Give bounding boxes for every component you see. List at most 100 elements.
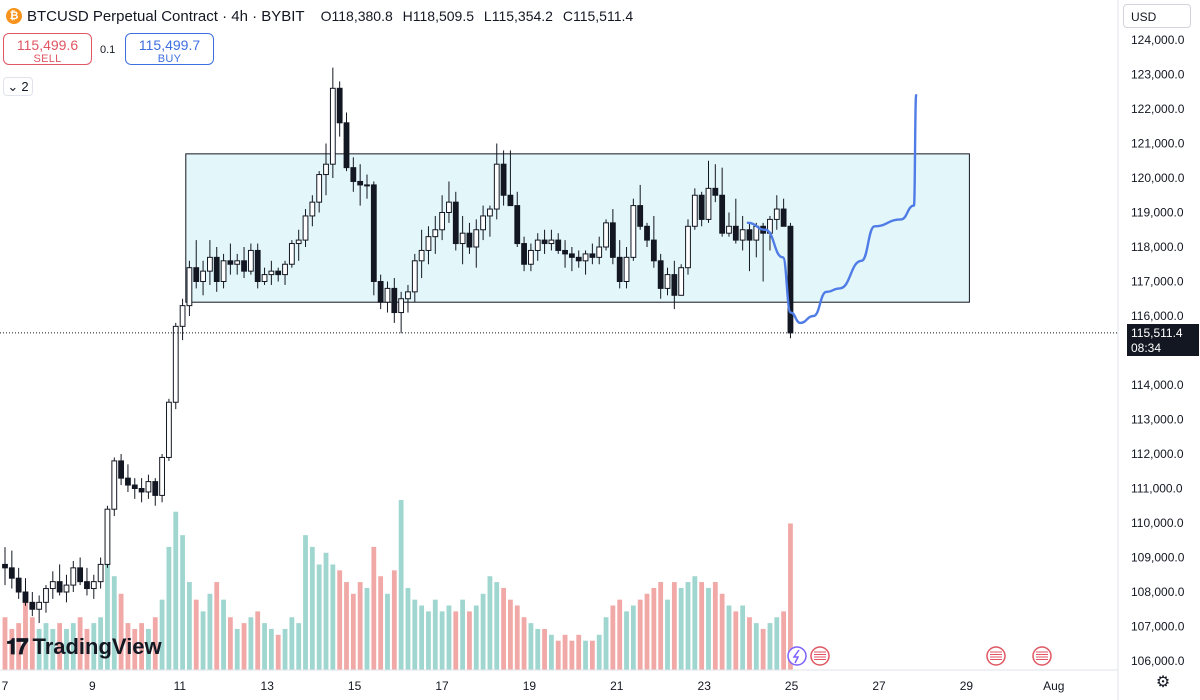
volume-bar bbox=[480, 593, 486, 670]
volume-bar bbox=[726, 605, 732, 670]
candle-body bbox=[596, 246, 603, 258]
volume-bar bbox=[569, 640, 575, 670]
candle-body bbox=[329, 87, 336, 165]
candle-body bbox=[562, 249, 568, 255]
volume-bar bbox=[788, 523, 793, 670]
volume-bar bbox=[753, 623, 759, 670]
candle-body bbox=[166, 401, 172, 458]
candle-body bbox=[644, 225, 650, 241]
volume-bar bbox=[624, 611, 629, 670]
volume-bar bbox=[740, 605, 746, 670]
volume-bar bbox=[50, 628, 56, 670]
volume-bar bbox=[446, 605, 452, 670]
volume-bar bbox=[439, 611, 445, 670]
candle-body bbox=[548, 239, 555, 245]
bitcoin-icon: ₿ bbox=[6, 8, 22, 24]
last-price-label: 115,511.4 bbox=[1127, 324, 1199, 341]
candle-body bbox=[637, 205, 644, 227]
candle-body bbox=[213, 256, 220, 283]
volume-bar bbox=[337, 570, 343, 670]
volume-bar bbox=[309, 546, 315, 670]
candle-body bbox=[370, 184, 377, 282]
volume-bar bbox=[555, 640, 561, 670]
candle-body bbox=[521, 243, 527, 265]
candle-body bbox=[125, 477, 131, 486]
indicators-count: 2 bbox=[21, 79, 29, 94]
indicators-toggle[interactable]: ⌄ 2 bbox=[3, 77, 33, 96]
low-label: L bbox=[483, 8, 492, 24]
candle-body bbox=[111, 460, 118, 510]
currency-selector[interactable]: USD bbox=[1123, 4, 1191, 28]
us-flag-event-icon bbox=[986, 646, 1006, 666]
candle-body bbox=[712, 187, 719, 196]
buy-button[interactable]: 115,499.7 BUY bbox=[125, 33, 214, 65]
sell-price: 115,499.6 bbox=[16, 37, 79, 53]
volume-bar bbox=[268, 628, 274, 670]
candle-body bbox=[732, 225, 739, 241]
x-tick-label: 19 bbox=[523, 679, 537, 693]
candle-body bbox=[405, 291, 411, 300]
candle-body bbox=[698, 194, 705, 220]
volume-bar bbox=[398, 500, 404, 670]
volume-bar bbox=[747, 617, 752, 670]
x-tick-label: 21 bbox=[610, 679, 624, 693]
high-value: 118,509.5 bbox=[412, 8, 475, 24]
candle-body bbox=[418, 249, 425, 262]
candle-body bbox=[384, 287, 391, 303]
candle-body bbox=[275, 270, 282, 276]
candle-body bbox=[657, 260, 664, 289]
tradingview-logo[interactable]: 𝟏𝟕 TradingView bbox=[6, 634, 162, 660]
volume-bar bbox=[282, 628, 288, 670]
candle-body bbox=[534, 239, 541, 251]
candle-body bbox=[241, 260, 247, 272]
candle-body bbox=[664, 274, 671, 289]
chevron-down-icon: ⌄ bbox=[7, 78, 19, 94]
x-tick-label: 15 bbox=[348, 679, 362, 693]
symbol-title[interactable]: BTCUSD Perpetual Contract · 4h · BYBIT bbox=[27, 7, 305, 25]
volume-bar bbox=[23, 599, 28, 670]
candle-body bbox=[323, 163, 329, 176]
volume-bar bbox=[781, 611, 787, 670]
sell-button[interactable]: 115,499.6 SELL bbox=[3, 33, 92, 65]
candle-body bbox=[773, 208, 780, 220]
volume-bar bbox=[651, 587, 657, 670]
volume-bar bbox=[146, 628, 151, 670]
candle-body bbox=[466, 232, 473, 248]
volume-bar bbox=[665, 599, 670, 670]
candle-body bbox=[452, 201, 459, 245]
candle-body bbox=[152, 481, 159, 496]
candle-body bbox=[179, 305, 186, 327]
y-tick-label: 124,000.0 bbox=[1131, 33, 1185, 47]
candle-body bbox=[555, 239, 562, 251]
volume-bar bbox=[535, 628, 541, 670]
us-flag-event-icon bbox=[810, 646, 830, 666]
volume-bar bbox=[371, 546, 377, 670]
volume-bar bbox=[357, 582, 363, 670]
gear-icon[interactable]: ⚙ bbox=[1155, 674, 1171, 691]
y-tick-label: 107,000.0 bbox=[1131, 620, 1185, 634]
candle-body bbox=[350, 167, 357, 182]
candle-body bbox=[425, 236, 432, 251]
volume-bar bbox=[508, 599, 513, 670]
volume-bar bbox=[255, 611, 261, 670]
candle-body bbox=[589, 253, 596, 258]
volume-bar bbox=[617, 599, 623, 670]
volume-bar bbox=[487, 576, 493, 670]
candle-body bbox=[29, 601, 36, 610]
volume-bar bbox=[227, 617, 233, 670]
y-tick-label: 119,000.0 bbox=[1131, 206, 1184, 220]
volume-bar bbox=[57, 623, 63, 670]
candle-body bbox=[780, 208, 787, 227]
volume-bar bbox=[467, 611, 472, 670]
volume-bar bbox=[105, 564, 110, 670]
volume-bar bbox=[9, 628, 15, 670]
volume-bar bbox=[29, 617, 35, 670]
candle-layer bbox=[0, 67, 1118, 624]
volume-bar bbox=[685, 582, 691, 670]
volume-bar bbox=[494, 582, 500, 670]
candle-body bbox=[261, 274, 268, 283]
volume-bar bbox=[214, 582, 220, 670]
candle-body bbox=[364, 184, 370, 187]
